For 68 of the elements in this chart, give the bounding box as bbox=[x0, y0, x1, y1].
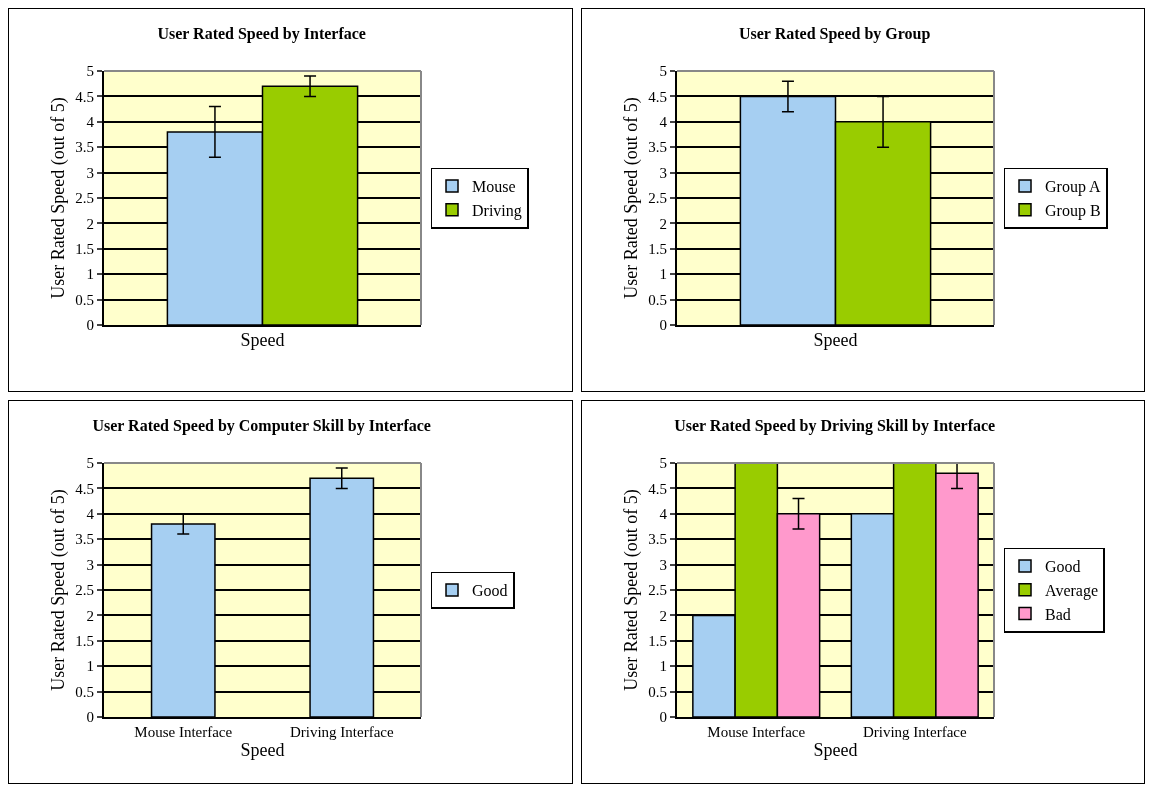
y-tick-label: 2.5 bbox=[75, 582, 94, 599]
y-tick-label: 2 bbox=[659, 215, 667, 232]
y-tick-label: 4 bbox=[659, 114, 667, 131]
y-axis-title: User Rated Speed (out of 5) bbox=[620, 489, 642, 691]
y-tick-label: 3.5 bbox=[647, 531, 667, 548]
y-tick-label: 4 bbox=[86, 506, 95, 523]
y-tick-label: 1.5 bbox=[75, 633, 94, 650]
y-tick-label: 4 bbox=[86, 114, 95, 131]
y-tick-label: 1.5 bbox=[647, 633, 667, 650]
y-tick-label: 5 bbox=[86, 63, 94, 80]
x-tick-label: Mouse Interface bbox=[134, 724, 233, 740]
y-tick-label: 0.5 bbox=[647, 291, 667, 308]
legend-label: Group A bbox=[1044, 178, 1101, 197]
y-tick-label: 2 bbox=[86, 215, 94, 232]
y-tick-label: 4 bbox=[659, 506, 667, 523]
chart-title: User Rated Speed by Computer Skill by Interface bbox=[92, 417, 431, 436]
y-tick-label: 0.5 bbox=[75, 683, 94, 700]
legend-label: Bad bbox=[1044, 605, 1071, 623]
y-tick-label: 4.5 bbox=[647, 88, 667, 105]
legend-label: Good bbox=[472, 582, 508, 600]
y-tick-label: 1.5 bbox=[647, 241, 667, 258]
y-tick-label: 3 bbox=[659, 164, 667, 181]
y-tick-label: 1 bbox=[659, 266, 667, 283]
y-tick-label: 3 bbox=[86, 556, 94, 573]
y-tick-label: 3.5 bbox=[75, 531, 94, 548]
y-tick-label: 2 bbox=[659, 607, 667, 624]
y-tick-label: 0.5 bbox=[75, 291, 94, 308]
legend-label: Mouse bbox=[472, 178, 516, 196]
x-axis-title: Speed bbox=[813, 739, 857, 760]
x-axis-title: Speed bbox=[240, 739, 285, 760]
y-tick-label: 2.5 bbox=[647, 190, 667, 207]
y-tick-label: 0 bbox=[86, 709, 94, 726]
y-tick-label: 3.5 bbox=[75, 139, 94, 156]
y-tick-label: 5 bbox=[659, 63, 667, 80]
chart-title: User Rated Speed by Interface bbox=[157, 25, 366, 44]
y-tick-label: 4.5 bbox=[647, 480, 667, 497]
y-axis-title: User Rated Speed (out of 5) bbox=[47, 489, 69, 691]
chart-title: User Rated Speed by Group bbox=[738, 25, 930, 44]
y-axis-title: User Rated Speed (out of 5) bbox=[47, 97, 69, 299]
y-tick-label: 0 bbox=[659, 709, 667, 726]
y-axis-title: User Rated Speed (out of 5) bbox=[620, 97, 642, 299]
x-tick-label: Driving Interface bbox=[289, 724, 394, 740]
x-tick-label: Driving Interface bbox=[862, 724, 967, 740]
legend-label: Good bbox=[1044, 558, 1081, 576]
y-tick-label: 5 bbox=[86, 455, 94, 472]
y-tick-label: 1.5 bbox=[75, 241, 94, 258]
x-axis-title: Speed bbox=[813, 329, 857, 350]
y-tick-label: 3 bbox=[86, 164, 94, 181]
legend-label: Driving bbox=[472, 201, 522, 220]
legend-label: Group B bbox=[1044, 201, 1101, 220]
y-tick-label: 5 bbox=[659, 455, 667, 472]
y-tick-label: 1 bbox=[86, 658, 94, 675]
x-tick-label: Mouse Interface bbox=[706, 724, 806, 740]
y-tick-label: 2.5 bbox=[75, 190, 94, 207]
y-tick-label: 2 bbox=[86, 607, 94, 624]
y-tick-label: 0 bbox=[659, 317, 667, 334]
y-tick-label: 0.5 bbox=[647, 683, 667, 700]
y-tick-label: 3.5 bbox=[647, 139, 667, 156]
y-tick-label: 1 bbox=[86, 266, 94, 283]
y-tick-label: 3 bbox=[659, 556, 667, 573]
y-tick-label: 0 bbox=[86, 317, 94, 334]
y-tick-label: 4.5 bbox=[75, 88, 94, 105]
y-tick-label: 1 bbox=[659, 658, 667, 675]
chart-title: User Rated Speed by Driving Skill by Interface bbox=[673, 417, 995, 436]
y-tick-label: 2.5 bbox=[647, 582, 667, 599]
legend-label: Average bbox=[1044, 581, 1098, 600]
x-axis-title: Speed bbox=[240, 329, 285, 350]
y-tick-label: 4.5 bbox=[75, 480, 94, 497]
